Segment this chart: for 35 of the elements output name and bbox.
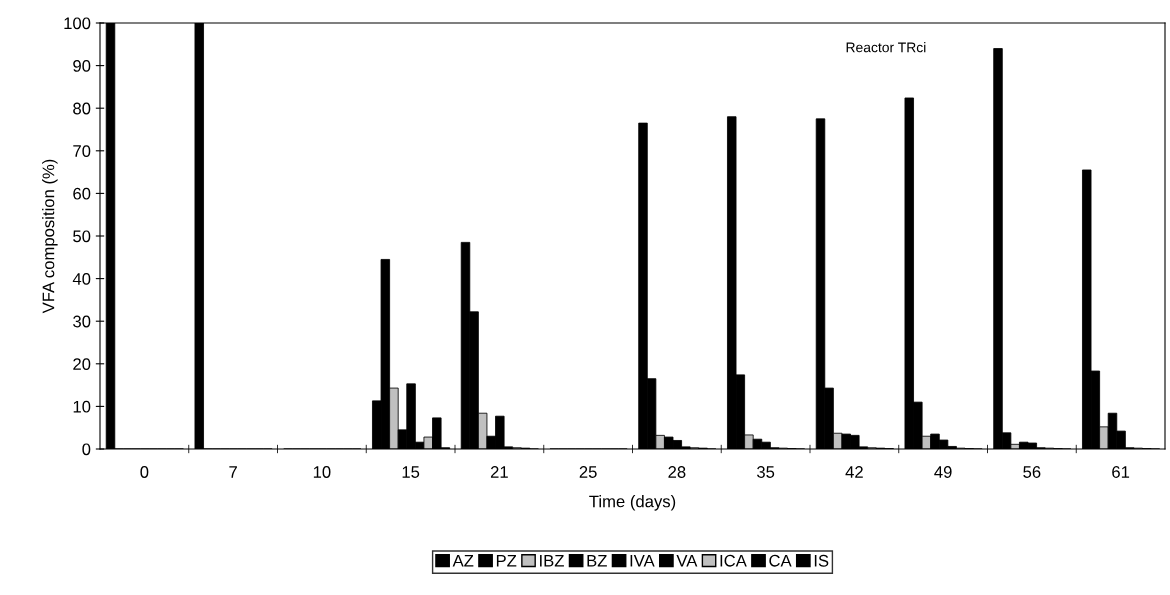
x-tick-label: 35 [756,466,775,478]
y-tick-label: 50 [73,230,91,243]
annotation: Reactor TRci [846,42,926,53]
y-tick-label: 80 [73,102,91,115]
legend-label: ICA [720,554,747,567]
y-tick-label: 100 [64,17,91,30]
y-tick-label: 60 [73,187,91,200]
y-axis-title: VFA composition (%) [42,159,58,314]
y-tick-label: 20 [73,358,91,370]
y-tick-label: 40 [72,273,91,285]
legend-label: BZ [587,555,607,567]
x-tick-label: 15 [402,466,420,478]
y-tick-label: 30 [73,315,91,328]
legend-label: IVA [630,555,655,567]
legend-label: CA [769,554,792,567]
x-tick-label: 25 [579,466,597,478]
x-axis-title: Time (days) [589,495,676,511]
legend-label: PZ [496,555,517,567]
x-tick-label: 56 [1023,466,1041,478]
x-tick-label: 0 [140,466,149,478]
x-tick-label: 42 [845,466,863,478]
y-tick-label: 90 [73,60,91,72]
y-tick-label: 70 [73,145,91,157]
x-tick-label: 21 [490,466,508,478]
y-tick-label: 0 [82,443,91,456]
x-tick-label: 7 [229,466,237,478]
legend-label: IS [814,554,829,567]
legend-label: VA [676,555,698,567]
y-tick-label: 10 [73,400,91,413]
x-tick-label: 28 [668,466,686,478]
x-tick-label: 49 [934,466,952,478]
x-tick-label: 10 [313,466,331,478]
legend-label: IBZ [540,555,564,567]
legend-label: AZ [452,555,474,567]
x-tick-label: 61 [1112,466,1130,478]
